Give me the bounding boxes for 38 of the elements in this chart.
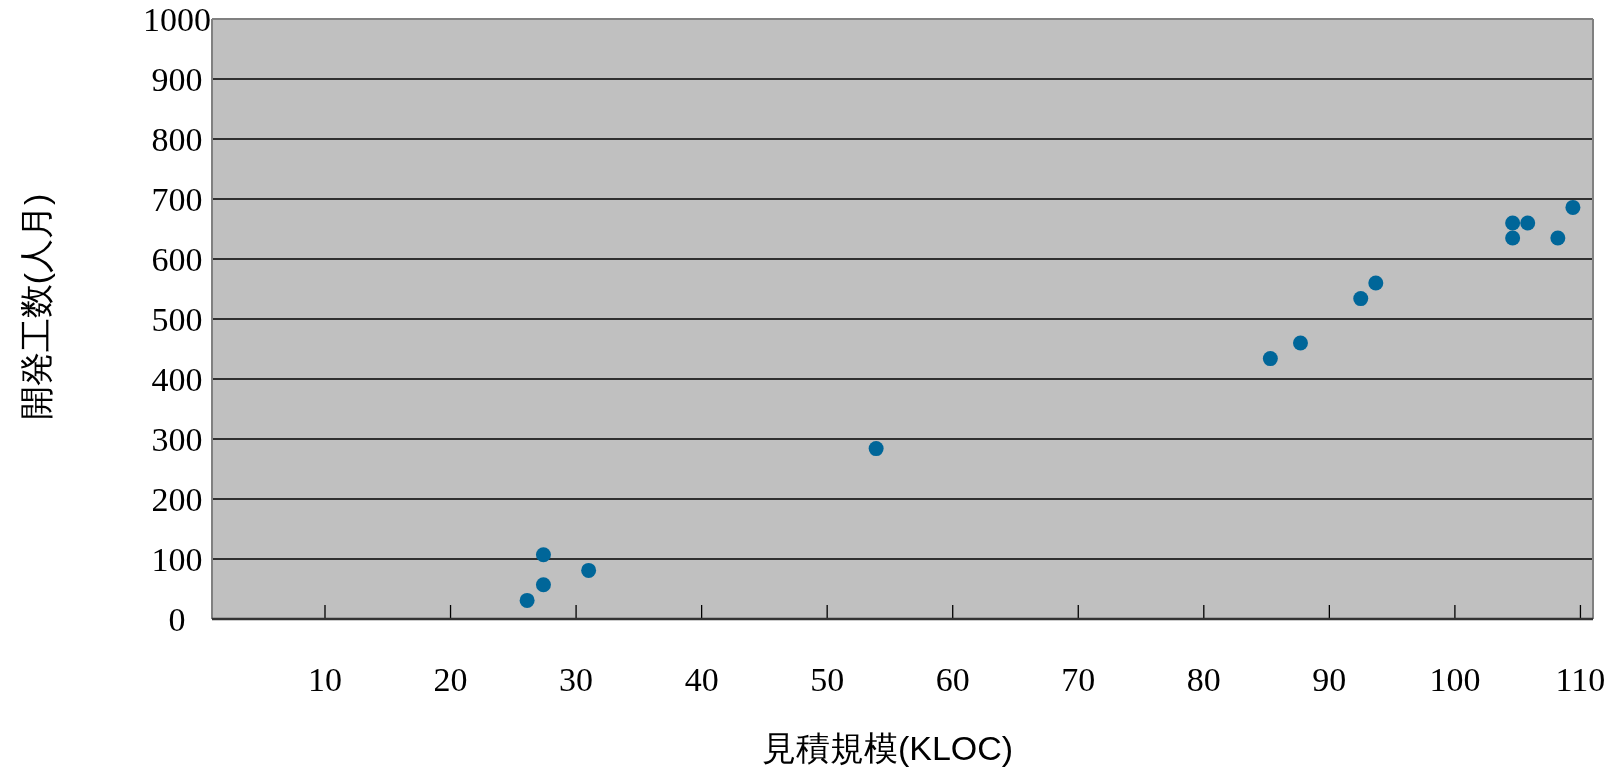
x-tick-label: 100	[1429, 661, 1481, 698]
x-tick-label: 20	[433, 661, 468, 698]
y-tick-label: 800	[151, 121, 203, 158]
y-tick-label: 100	[151, 541, 203, 578]
y-tick-label: 0	[168, 601, 186, 638]
x-tick-label: 30	[559, 661, 594, 698]
point	[1262, 351, 1278, 367]
x-tick-label: 110	[1555, 661, 1606, 698]
y-tick-label: 600	[151, 241, 203, 278]
x-tick-label: 80	[1186, 661, 1221, 698]
x-tick-label: 90	[1312, 661, 1347, 698]
x-tick-label: 70	[1061, 661, 1096, 698]
y-axis-title: 開発工数(人月)	[17, 193, 55, 421]
y-tick-label: 300	[151, 421, 203, 458]
x-tick-label: 60	[935, 661, 970, 698]
x-tick-label: 10	[307, 661, 342, 698]
point	[1505, 215, 1521, 231]
point	[535, 547, 551, 563]
point	[1565, 199, 1581, 215]
point	[581, 562, 597, 578]
y-tick-label: 700	[151, 181, 203, 218]
point	[519, 592, 535, 608]
point	[868, 441, 884, 457]
point	[1520, 215, 1536, 231]
y-tick-label: 200	[151, 481, 203, 518]
point	[1353, 291, 1369, 307]
point	[1505, 230, 1521, 246]
point	[1292, 335, 1308, 351]
x-tick-label: 50	[810, 661, 845, 698]
x-axis-title: 見積規模(KLOC)	[761, 729, 1014, 767]
y-tick-label: 500	[151, 301, 203, 338]
point	[1550, 230, 1566, 246]
x-tick-label: 40	[684, 661, 719, 698]
y-tick-label: 400	[151, 361, 203, 398]
y-tick-label: 1000	[143, 1, 211, 38]
y-tick-label: 900	[151, 61, 203, 98]
point	[535, 577, 551, 593]
point	[1368, 275, 1384, 291]
